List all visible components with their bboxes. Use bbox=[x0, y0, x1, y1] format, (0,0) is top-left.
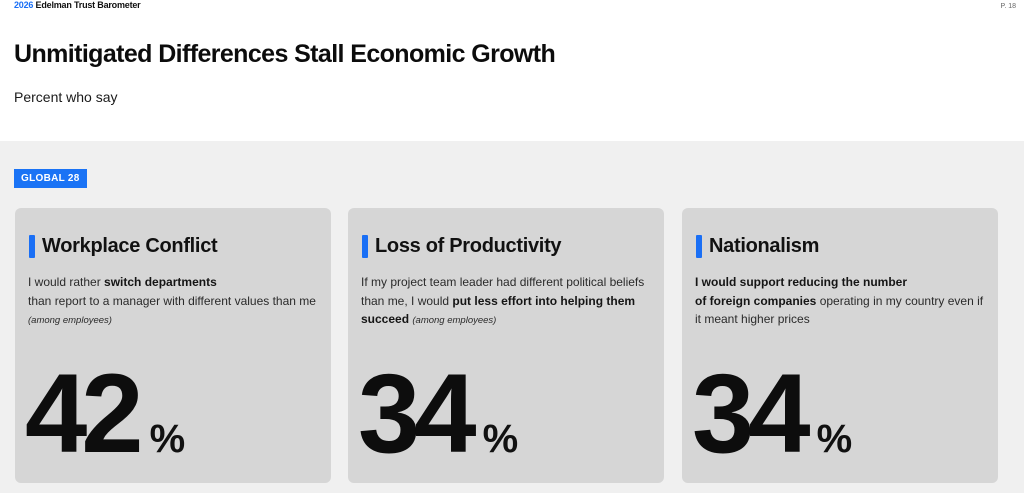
card-heading: Nationalism bbox=[696, 235, 819, 258]
card-description: I would support reducing the number of fo… bbox=[695, 273, 985, 329]
stat-number: 34 bbox=[358, 351, 477, 476]
region-badge: GLOBAL 28 bbox=[14, 169, 87, 188]
description-run: I would support reducing the number bbox=[695, 275, 907, 289]
stat-card-nationalism: Nationalism I would support reducing the… bbox=[682, 208, 998, 483]
stat-unit: % bbox=[816, 417, 853, 461]
description-run: than report to a manager with different … bbox=[28, 293, 316, 308]
brand-name: Edelman Trust Barometer bbox=[35, 0, 141, 10]
description-run: of foreign companies bbox=[695, 293, 817, 308]
description-run: (among employees) bbox=[28, 315, 112, 326]
description-run: (among employees) bbox=[412, 315, 497, 326]
card-description: I would rather switch departments than re… bbox=[28, 273, 318, 331]
stat-value: 42 % bbox=[25, 358, 185, 470]
stat-number: 34 bbox=[692, 351, 811, 476]
page-title: Unmitigated Differences Stall Economic G… bbox=[14, 40, 556, 68]
stat-card-workplace-conflict: Workplace Conflict I would rather switch… bbox=[15, 208, 331, 483]
page-number: P. 18 bbox=[1000, 3, 1016, 10]
description-run: put less effort into helping them succee… bbox=[361, 293, 636, 327]
stat-unit: % bbox=[149, 417, 186, 461]
card-heading-label: Nationalism bbox=[709, 235, 820, 257]
page-subtitle: Percent who say bbox=[14, 89, 118, 105]
brand-header: 2026 Edelman Trust Barometer bbox=[14, 0, 141, 12]
stat-value: 34 % bbox=[358, 358, 518, 470]
accent-bar-icon bbox=[362, 235, 368, 258]
description-run: switch departments bbox=[104, 275, 217, 289]
stat-card-loss-of-productivity: Loss of Productivity If my project team … bbox=[348, 208, 664, 483]
accent-bar-icon bbox=[29, 235, 35, 258]
accent-bar-icon bbox=[696, 235, 702, 258]
brand-year: 2026 bbox=[14, 0, 34, 10]
card-description: If my project team leader had different … bbox=[361, 273, 651, 331]
card-heading-label: Workplace Conflict bbox=[42, 235, 218, 257]
content-panel: GLOBAL 28 Workplace Conflict I would rat… bbox=[0, 141, 1024, 493]
description-run: If my project team leader had different … bbox=[361, 275, 645, 308]
card-heading-label: Loss of Productivity bbox=[375, 235, 562, 257]
stat-unit: % bbox=[482, 417, 519, 461]
stat-number: 42 bbox=[25, 351, 144, 476]
stat-value: 34 % bbox=[692, 358, 852, 470]
card-heading: Loss of Productivity bbox=[362, 235, 562, 258]
description-run: operating in my country even if it meant… bbox=[695, 293, 984, 327]
card-heading: Workplace Conflict bbox=[29, 235, 218, 258]
description-run: I would rather bbox=[28, 275, 105, 289]
